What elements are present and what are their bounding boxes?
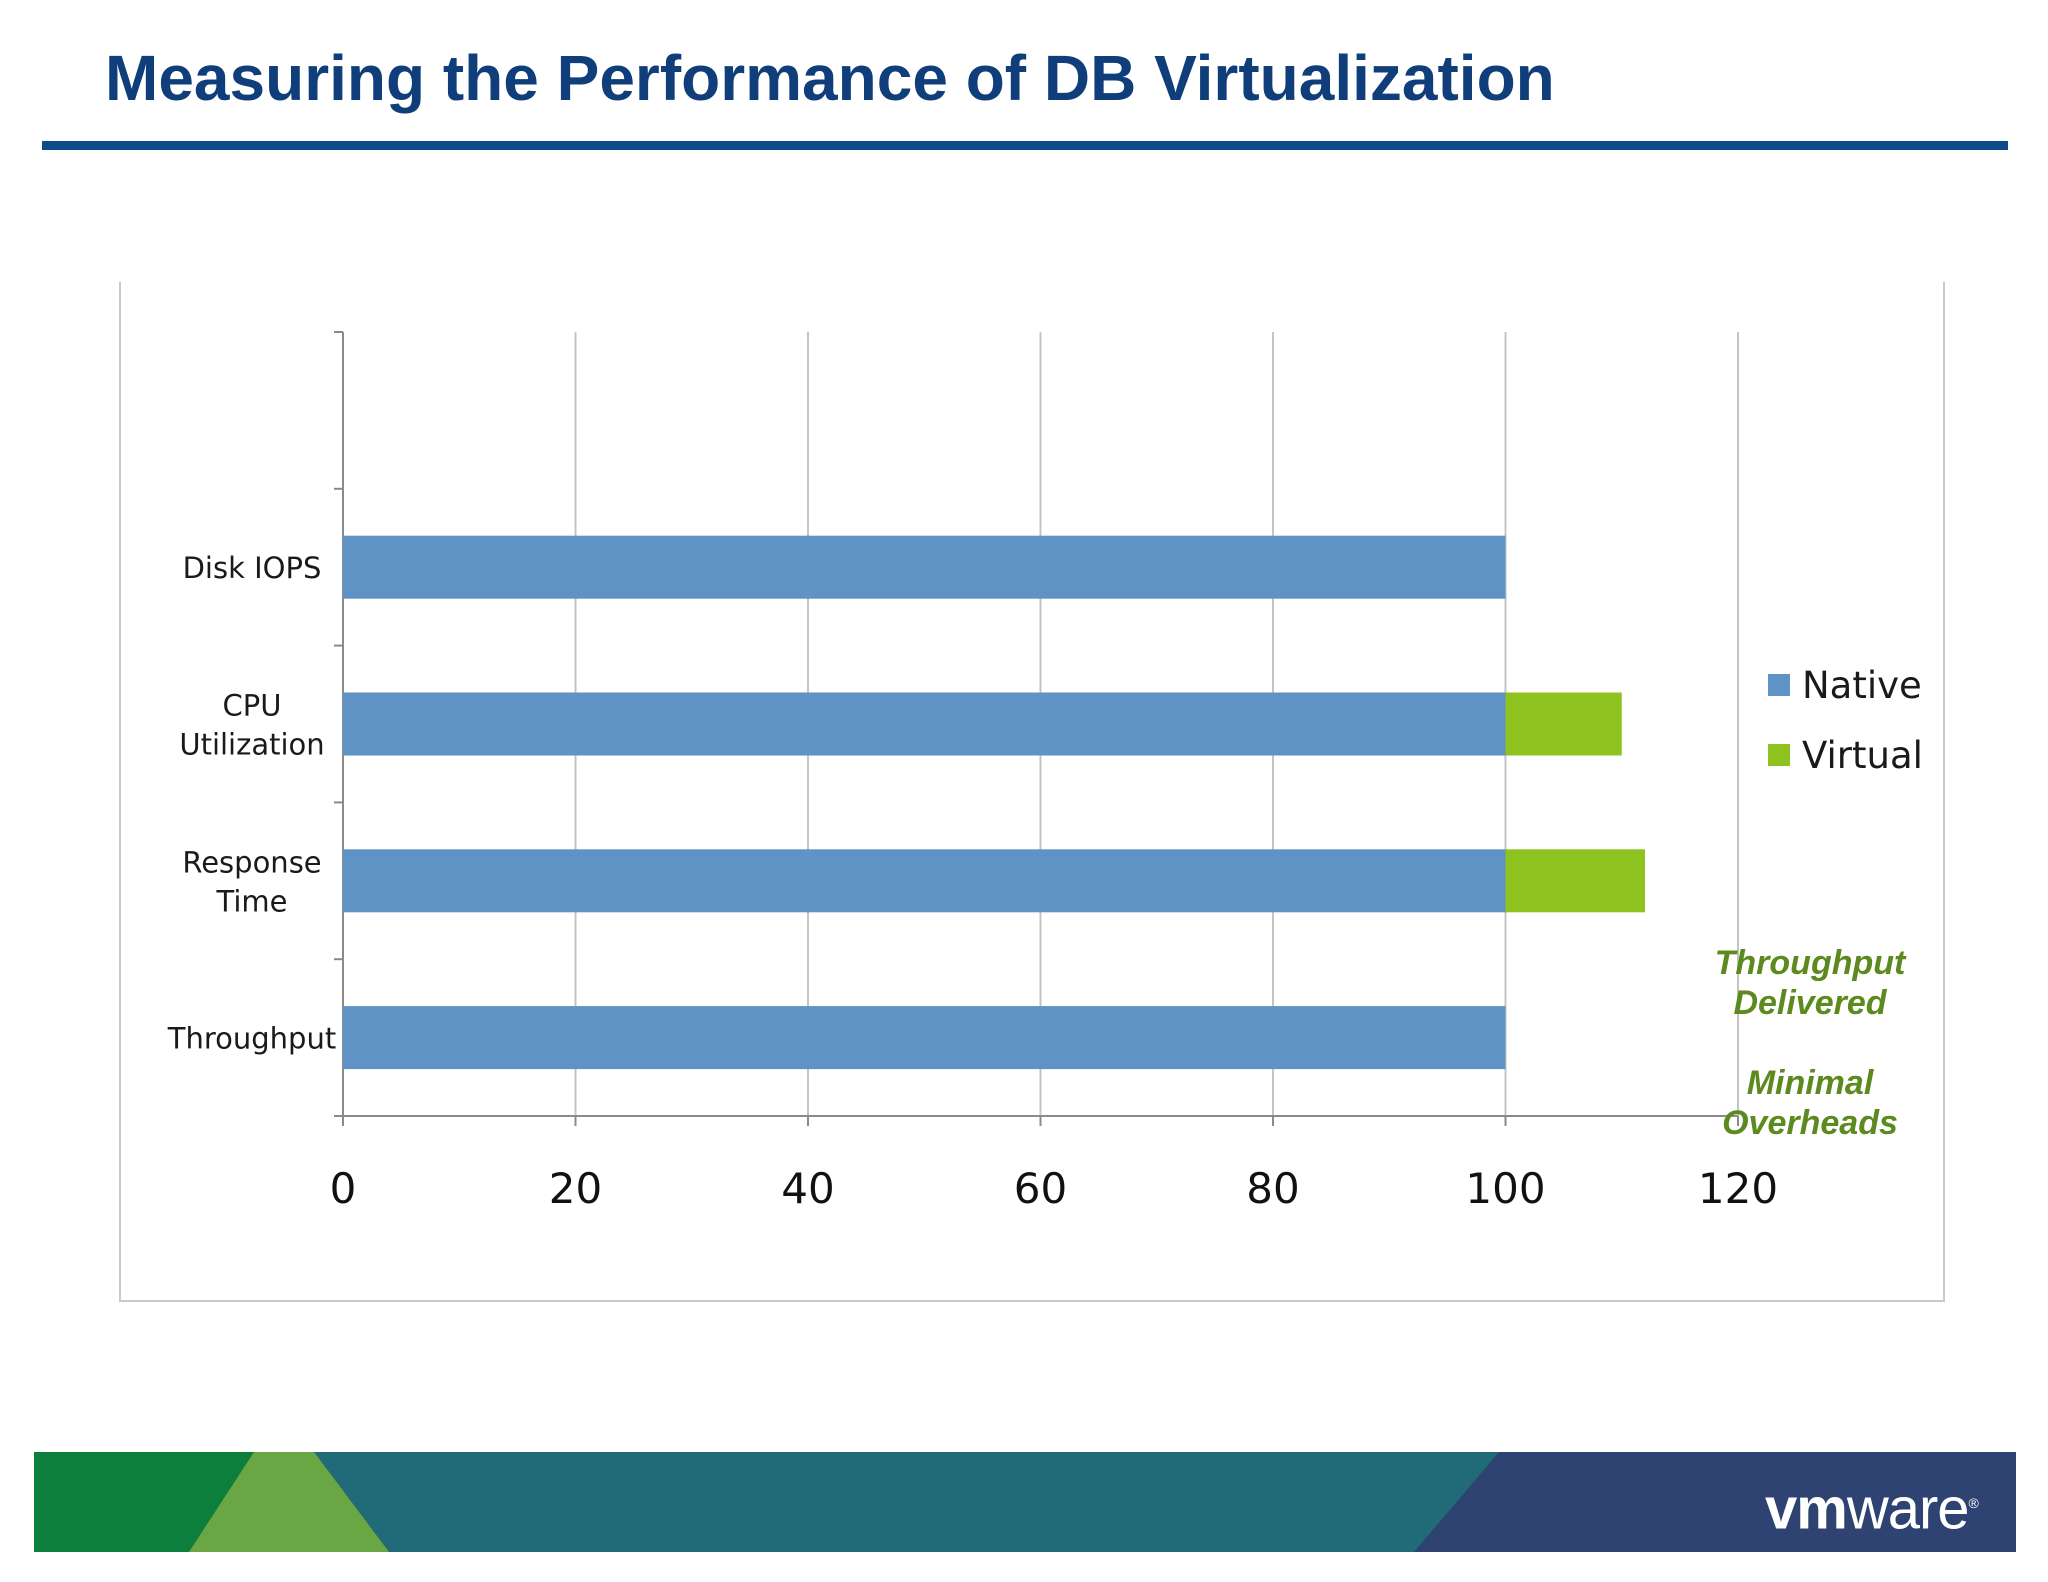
bar-virtual: [1505, 692, 1622, 756]
annotation-line: Overheads: [1722, 1104, 1898, 1142]
legend-item-native: Native: [1768, 650, 1923, 720]
legend-swatch-virtual: [1768, 744, 1790, 766]
annotation-line: Delivered: [1733, 984, 1887, 1022]
x-tick-label: 20: [549, 1164, 602, 1213]
x-tick-label: 40: [781, 1164, 834, 1213]
annotation-throughput-delivered: Throughput Delivered: [1640, 943, 1980, 1023]
category-label: Disk IOPS: [183, 551, 322, 585]
x-tick-label: 0: [330, 1164, 357, 1213]
slide-title: Measuring the Performance of DB Virtuali…: [105, 42, 1555, 114]
legend-label-native: Native: [1802, 663, 1922, 707]
category-label: CPU: [223, 689, 282, 723]
legend-item-virtual: Virtual: [1768, 720, 1923, 790]
category-label: Response: [182, 845, 321, 879]
bar-native: [343, 1006, 1506, 1070]
annotation-minimal-overheads: Minimal Overheads: [1640, 1063, 1980, 1143]
annotation-line: Throughput: [1714, 944, 1906, 982]
x-tick-label: 120: [1698, 1164, 1778, 1213]
annotation-line: Minimal: [1746, 1064, 1874, 1102]
chart-frame: [119, 282, 1945, 1302]
legend-swatch-native: [1768, 674, 1790, 696]
category-label: Utilization: [179, 728, 324, 762]
bar-virtual: [1505, 849, 1645, 913]
chart-legend: Native Virtual: [1768, 650, 1923, 790]
logo-registered-mark: ®: [1968, 1495, 1979, 1511]
vmware-logo: vmware®: [1765, 1470, 1979, 1542]
bar-native: [343, 849, 1506, 913]
bar-native: [343, 535, 1506, 599]
logo-vm: vm: [1765, 1476, 1848, 1542]
title-divider: [42, 141, 2008, 150]
category-label: Time: [216, 884, 288, 918]
logo-ware: ware: [1846, 1476, 1970, 1542]
category-label: Throughput: [167, 1022, 336, 1056]
footer-band: [34, 1452, 2016, 1552]
x-tick-label: 60: [1014, 1164, 1067, 1213]
x-tick-label: 80: [1246, 1164, 1299, 1213]
legend-label-virtual: Virtual: [1802, 733, 1923, 777]
x-tick-label: 100: [1465, 1164, 1545, 1213]
bar-native: [343, 692, 1506, 756]
